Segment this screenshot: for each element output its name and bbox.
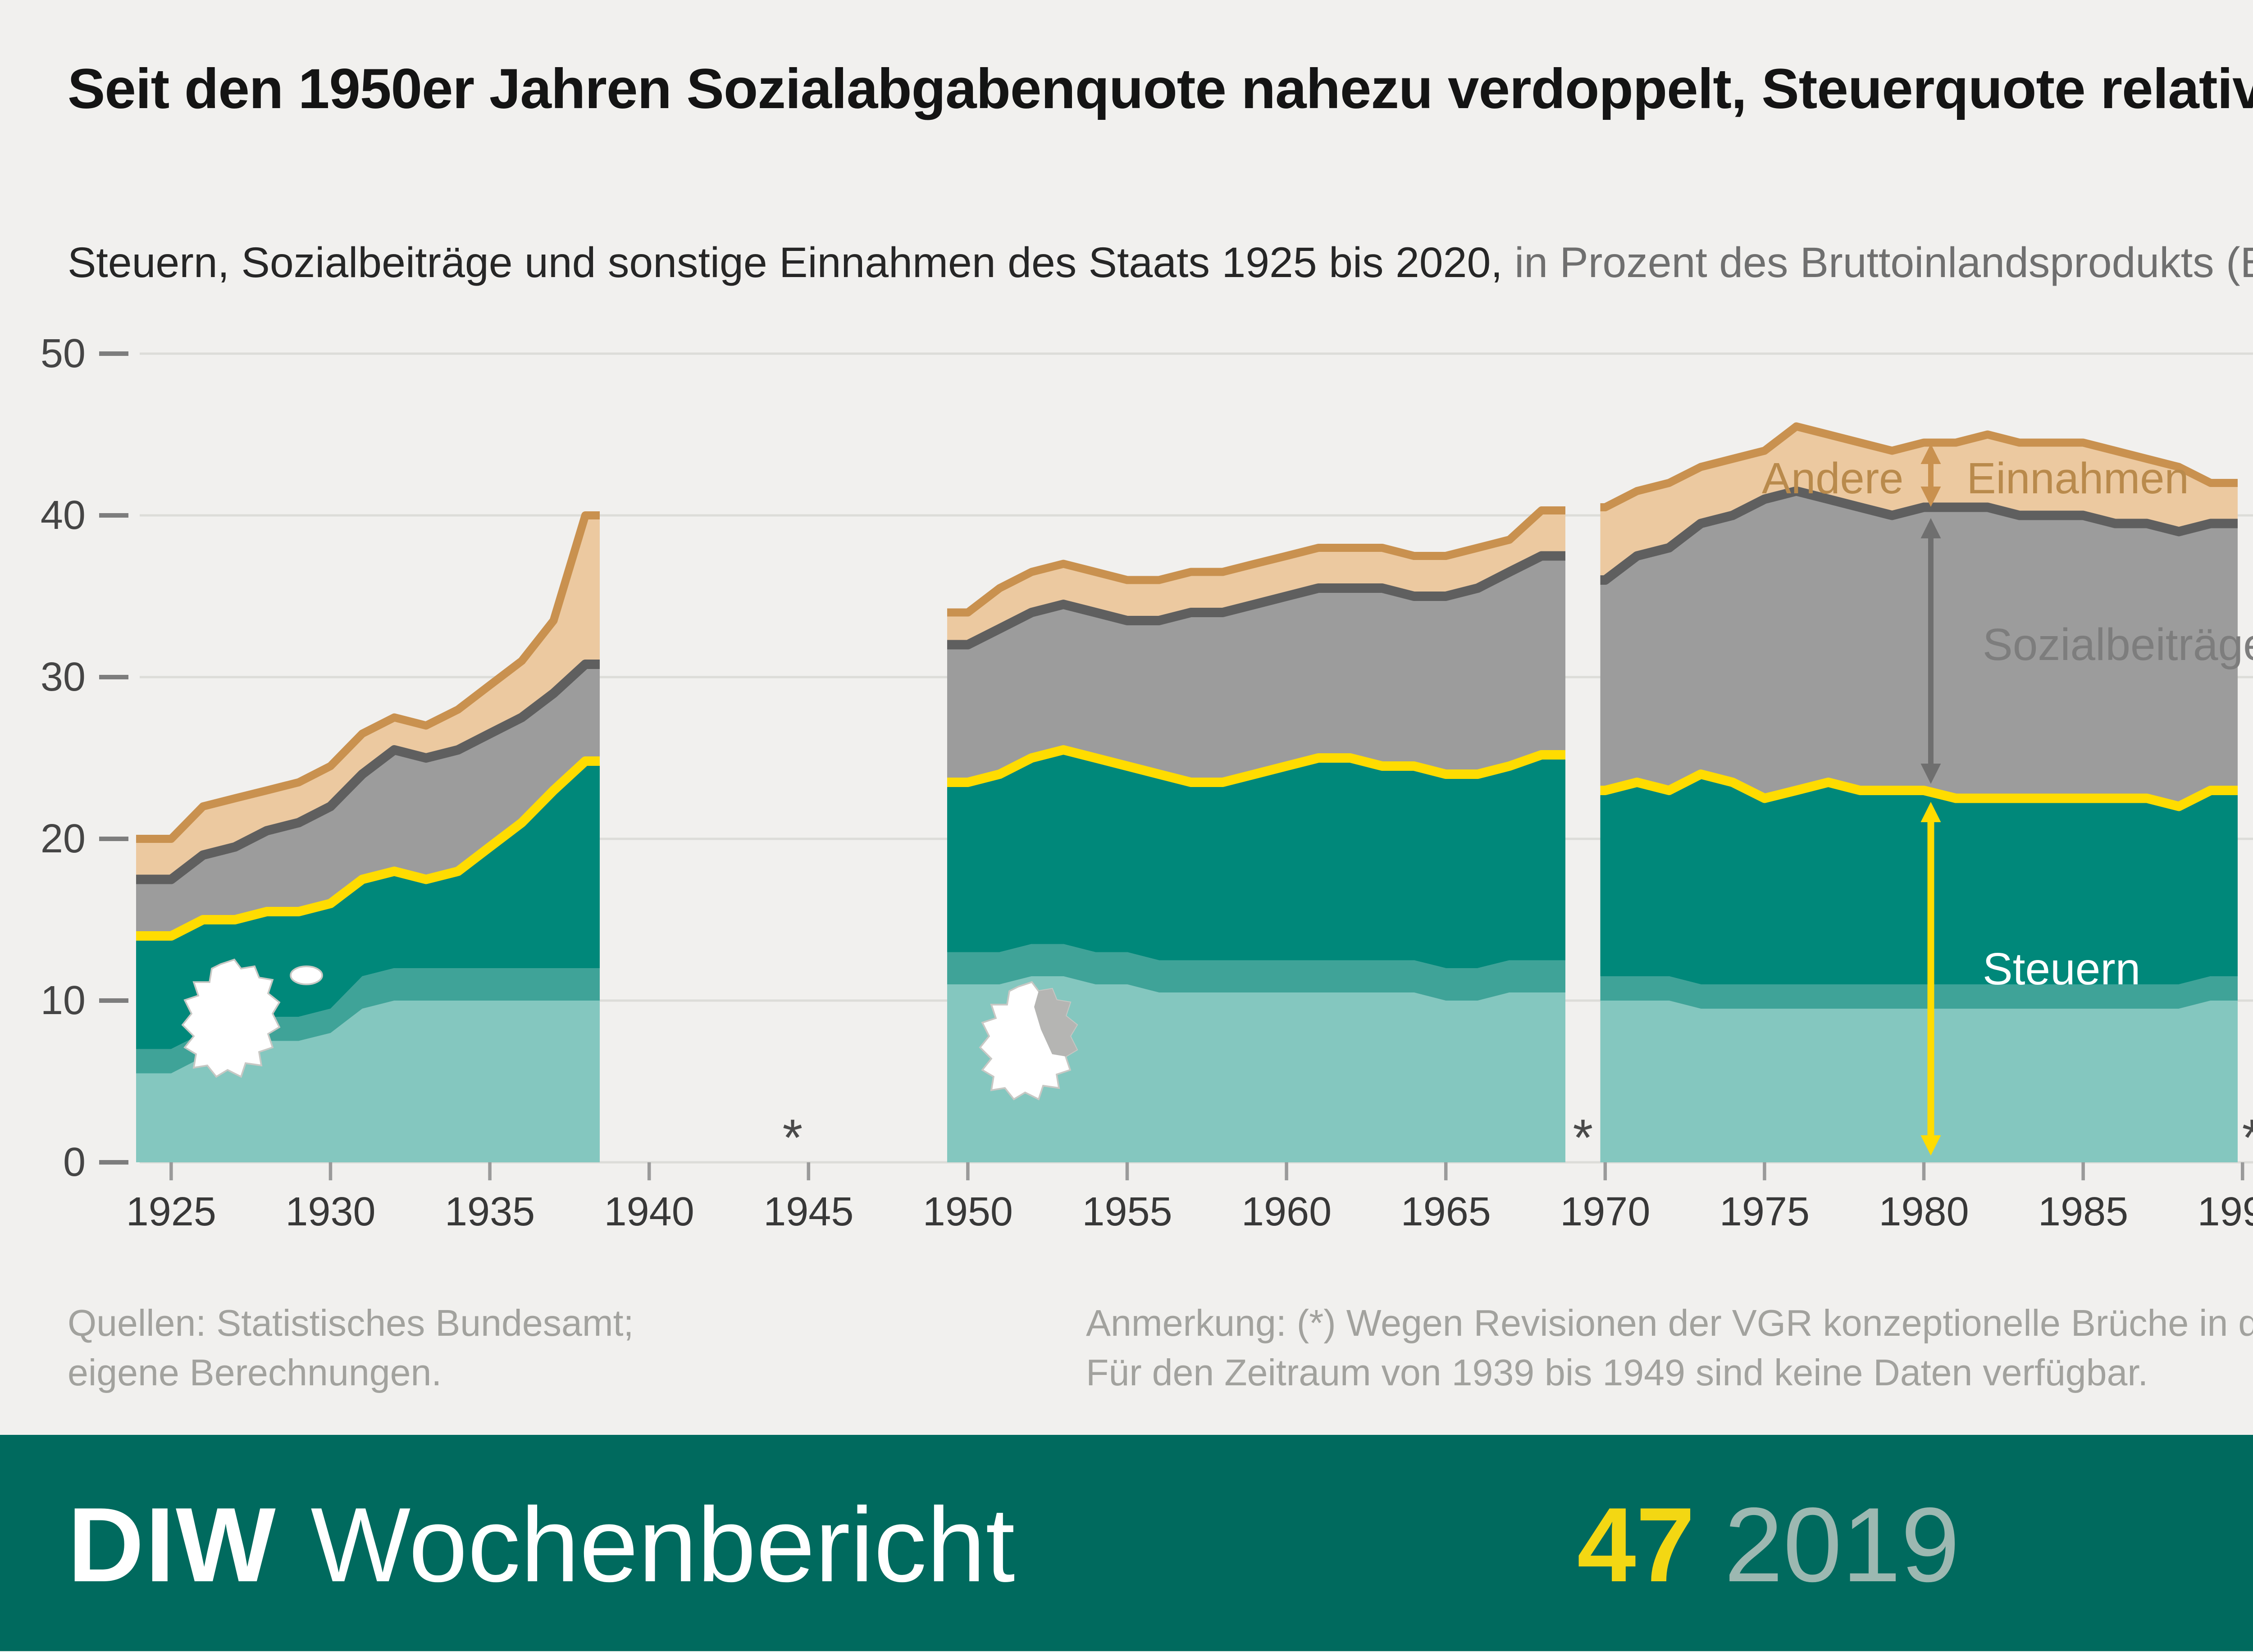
line-steuern-total xyxy=(947,745,1565,787)
line-mit-sozialbeitraegen xyxy=(947,551,1565,650)
y-axis-label: 10 xyxy=(41,978,86,1023)
remark-note: Anmerkung: (*) Wegen Revisionen der VGR … xyxy=(1086,1302,2253,1399)
germany-map-divided-icon xyxy=(979,981,1078,1101)
germany-map-1925-icon xyxy=(181,958,323,1078)
line-gesamteinnahmen xyxy=(136,511,600,843)
area-andere_einnahmen xyxy=(1600,426,2238,580)
issue-block: 47 2019 xyxy=(1577,1435,1960,1652)
line-mit-sozialbeitraegen xyxy=(1600,486,2238,585)
area-vermoegenssteuern xyxy=(947,944,1565,1001)
footer-band: DIW Wochenbericht 47 2019 DIW BERLIN xyxy=(0,1435,2253,1652)
label-sozialbeitraege: Sozialbeiträge xyxy=(1983,622,2253,671)
remark-line-1: Anmerkung: (*) Wegen Revisionen der VGR … xyxy=(1086,1304,2253,1345)
x-axis: 1925 1930 1935 1940 1945 1950 1955 1960 1965 1970… xyxy=(126,1162,2253,1234)
brand-diw: DIW xyxy=(68,1484,277,1603)
y-axis-label: 40 xyxy=(41,493,86,538)
y-axis-label: 0 xyxy=(63,1140,86,1185)
x-axis-label: 1940 xyxy=(604,1189,694,1234)
line-gesamteinnahmen xyxy=(947,506,1565,617)
source-line-1: Quellen: Statistisches Bundesamt; xyxy=(68,1304,634,1345)
label-steuern: Steuern xyxy=(1983,946,2141,996)
area-andere_einnahmen xyxy=(136,515,600,879)
subtitle-main: Steuern, Sozialbeiträge und sonstige Ein… xyxy=(68,241,1503,288)
page-title: Seit den 1950er Jahren Sozialabgabenquot… xyxy=(68,59,2253,122)
y-axis-label: 20 xyxy=(41,816,86,861)
area-sozialbeitraege xyxy=(136,664,600,936)
brand-wochenbericht: Wochenbericht xyxy=(310,1484,1015,1603)
label-andere: Andere xyxy=(1762,455,1904,505)
x-axis-label: 1945 xyxy=(763,1189,853,1234)
x-axis-label: 1990 xyxy=(2198,1189,2253,1234)
area-direkte_steuern xyxy=(947,750,1565,968)
source-line-2: eigene Berechnungen. xyxy=(68,1352,442,1393)
line-gesamteinnahmen xyxy=(1600,422,2238,512)
label-einnahmen: Einnahmen xyxy=(1966,455,2189,505)
area-konsumsteuern xyxy=(947,976,1565,1162)
series-break-marker: * xyxy=(2242,1109,2253,1167)
line-mit-sozialbeitraegen xyxy=(136,660,600,884)
andere-einnahmen-range-arrow xyxy=(1920,444,1941,507)
brand-title: DIW Wochenbericht xyxy=(68,1435,1015,1652)
x-axis-label: 1985 xyxy=(2038,1189,2128,1234)
source-note: Quellen: Statistisches Bundesamt; eigene… xyxy=(68,1302,634,1399)
x-axis-label: 1925 xyxy=(126,1189,216,1234)
issue-number: 47 xyxy=(1577,1484,1695,1603)
revenue-stacked-area-chart: 01020304050***19251930193519401945195019… xyxy=(41,331,2253,1234)
x-axis-label: 1960 xyxy=(1241,1189,1332,1234)
chart-subtitle: Steuern, Sozialbeiträge und sonstige Ein… xyxy=(68,241,2253,291)
line-steuern-total xyxy=(136,756,600,941)
x-axis-label: 1965 xyxy=(1401,1189,1491,1234)
x-axis-label: 1970 xyxy=(1560,1189,1650,1234)
series-break-marker: * xyxy=(1573,1109,1593,1167)
steuern-range-arrow xyxy=(1920,802,1941,1156)
area-vermoegenssteuern xyxy=(1600,976,2238,1009)
y-axis-label: 50 xyxy=(41,331,86,376)
remark-line-2: Für den Zeitraum von 1939 bis 1949 sind … xyxy=(1086,1352,2148,1393)
issue-year: 2019 xyxy=(1724,1484,1960,1603)
line-steuern-total xyxy=(1600,769,2238,811)
x-axis-label: 1935 xyxy=(445,1189,535,1234)
area-sozialbeitraege xyxy=(947,556,1565,783)
subtitle-unit: in Prozent des Bruttoinlandsprodukts (BI… xyxy=(1502,241,2253,288)
x-axis-label: 1955 xyxy=(1082,1189,1172,1234)
y-axis-label: 30 xyxy=(41,655,86,700)
label-andere-einnahmen: Andere Einnahmen xyxy=(1762,455,2189,507)
area-sozialbeitraege xyxy=(1600,491,2238,806)
series-break-marker: * xyxy=(783,1109,803,1167)
area-vermoegenssteuern xyxy=(136,968,600,1074)
x-axis-label: 1975 xyxy=(1719,1189,1810,1234)
sozialbeitraege-range-arrow xyxy=(1920,518,1941,784)
area-konsumsteuern xyxy=(1600,1000,2238,1162)
x-axis-label: 1950 xyxy=(923,1189,1013,1234)
x-axis-label: 1930 xyxy=(285,1189,375,1234)
x-axis-label: 1980 xyxy=(1879,1189,1969,1234)
area-direkte_steuern xyxy=(1600,774,2238,984)
area-konsumsteuern xyxy=(136,1000,600,1162)
